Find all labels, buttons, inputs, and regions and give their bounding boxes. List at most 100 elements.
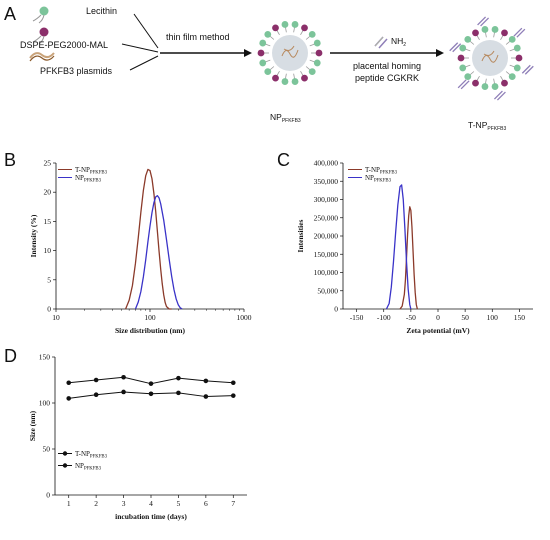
lipid-head <box>464 35 472 43</box>
panel-b-letter: B <box>4 150 16 170</box>
panel-a: A Lecithin DSPE-PEG2000-MAL PFKFB3 plasm… <box>4 4 534 132</box>
panel-d-letter: D <box>4 346 17 366</box>
legend-label-1: NPPFKFB3 <box>75 174 102 184</box>
y-axis-label: Intensities <box>296 219 305 252</box>
lipid-head <box>481 26 489 33</box>
lipid-head <box>457 54 465 62</box>
legend-marker-0 <box>62 451 68 456</box>
lipid-head <box>291 21 299 28</box>
panel-c-letter: C <box>277 150 290 170</box>
lipid-head <box>481 83 489 90</box>
x-tick-label: -150 <box>350 313 364 322</box>
peptide-label-line2: peptide CGKRK <box>355 73 419 83</box>
y-tick-label: 150,000 <box>314 250 339 259</box>
x-tick-label: 6 <box>204 499 208 508</box>
lipid-head <box>308 30 316 38</box>
y-tick-label: 300,000 <box>314 195 339 204</box>
y-tick-label: 0 <box>334 305 338 314</box>
plasmid-icon <box>29 52 55 62</box>
legend-label-0: T-NPPFKFB3 <box>75 450 108 460</box>
y-tick-label: 0 <box>46 491 50 500</box>
lipid-head <box>491 26 499 33</box>
plasmid-core-icon <box>481 50 499 63</box>
series-line-1 <box>385 184 412 310</box>
data-point-1 <box>93 377 99 383</box>
lipid-head <box>508 35 516 43</box>
data-point-1 <box>121 374 126 380</box>
np-label: NPPFKFB3 <box>270 112 301 124</box>
y-tick-label: 50,000 <box>317 286 338 295</box>
lipid-head <box>259 39 267 47</box>
data-point-0 <box>203 394 209 399</box>
tnp-particle <box>449 16 534 101</box>
series-line-0 <box>399 206 419 310</box>
chart-zeta-potential: -150 -100 -50 0 50 100 150 0 50,000 100,000 150,00… <box>296 159 533 335</box>
nh2-label: NH2 <box>391 36 406 48</box>
dspe-peg-icon <box>32 27 49 45</box>
peptide-ligand <box>493 90 506 101</box>
data-point-0 <box>176 390 181 396</box>
x-tick-label: 100 <box>487 313 499 322</box>
legend-label-0: T-NPPFKFB3 <box>75 166 108 176</box>
x-tick-label: -100 <box>377 313 391 322</box>
lipid-head <box>264 30 272 38</box>
legend-label-1: NPPFKFB3 <box>365 174 392 184</box>
x-tick-label: 1000 <box>237 313 252 322</box>
x-tick-label: 7 <box>231 499 235 508</box>
lipid-head <box>313 39 321 47</box>
data-point-0 <box>148 391 154 397</box>
lipid-head <box>281 78 289 85</box>
x-tick-label: 1 <box>67 499 71 508</box>
method-label: thin film method <box>166 32 230 42</box>
x-tick-label: 50 <box>461 313 469 322</box>
x-tick-label: 0 <box>436 313 440 322</box>
lipid-head <box>513 64 521 72</box>
series-line-0 <box>124 168 172 310</box>
data-point-1 <box>66 380 72 386</box>
lipid-head <box>501 29 508 37</box>
x-tick-label: 10 <box>52 313 60 322</box>
data-point-1 <box>203 378 209 384</box>
lipid-head <box>459 64 467 72</box>
peptide-ligand <box>477 16 490 27</box>
y-tick-label: 150 <box>39 353 51 362</box>
y-tick-label: 5 <box>47 275 51 284</box>
peptide-ligand <box>449 42 462 53</box>
lipid-head <box>281 21 289 28</box>
lipid-head <box>472 29 479 37</box>
lipid-head <box>472 79 479 87</box>
y-tick-label: 50 <box>43 445 51 454</box>
lipid-head <box>301 74 308 82</box>
lipid-head <box>301 24 308 32</box>
lipid-head <box>315 49 323 57</box>
legend-label-0: T-NPPFKFB3 <box>365 166 398 176</box>
lipid-head <box>464 73 472 81</box>
lipid-head <box>513 44 521 52</box>
y-tick-label: 400,000 <box>314 159 339 168</box>
lipid-head <box>508 73 516 81</box>
lipid-head <box>515 54 523 62</box>
lipid-head <box>272 24 279 32</box>
chart-stability: 1 2 3 4 5 6 7 0 50 100 150 incubation time (days) Si… <box>28 353 247 521</box>
x-axis-label: Size distribution (nm) <box>115 326 186 335</box>
peptide-arrow <box>330 49 444 57</box>
nh2-reagent <box>374 36 388 49</box>
y-tick-label: 10 <box>44 246 52 255</box>
data-point-0 <box>121 389 126 395</box>
component-dspe-peg: DSPE-PEG2000-MAL <box>20 40 108 50</box>
chart-size-distribution: 10 100 1000 0 5 10 15 20 25 Size distribution (nm… <box>29 159 252 336</box>
x-tick-label: 3 <box>122 499 126 508</box>
data-point-1 <box>176 375 181 381</box>
x-tick-label: 2 <box>94 499 98 508</box>
y-tick-label: 100,000 <box>314 268 339 277</box>
lipid-head <box>313 59 321 67</box>
x-tick-label: 4 <box>149 499 153 508</box>
lipid-head <box>459 44 467 52</box>
y-tick-label: 15 <box>44 217 52 226</box>
lipid-head <box>264 68 272 76</box>
y-tick-label: 20 <box>44 188 52 197</box>
converging-arrows <box>121 13 159 71</box>
lipid-head <box>272 74 279 82</box>
data-point-0 <box>66 396 72 401</box>
lipid-head <box>291 78 299 85</box>
